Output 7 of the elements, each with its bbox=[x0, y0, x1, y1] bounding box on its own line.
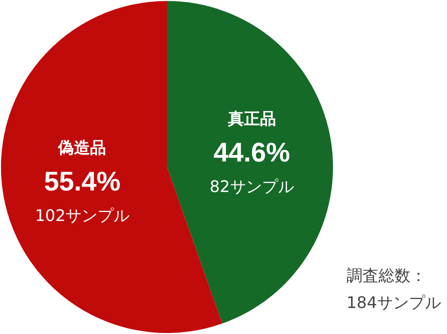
text: 102サンプル bbox=[34, 206, 130, 226]
slice-label: 偽造品 bbox=[57, 138, 106, 158]
text: 82サンプル bbox=[210, 176, 294, 196]
data-label: 55.4% bbox=[44, 166, 121, 197]
data-label: 44.6% bbox=[213, 137, 290, 168]
text: 調査総数： 184サンプル bbox=[346, 266, 442, 312]
slice-label: 真正品 bbox=[226, 108, 276, 128]
